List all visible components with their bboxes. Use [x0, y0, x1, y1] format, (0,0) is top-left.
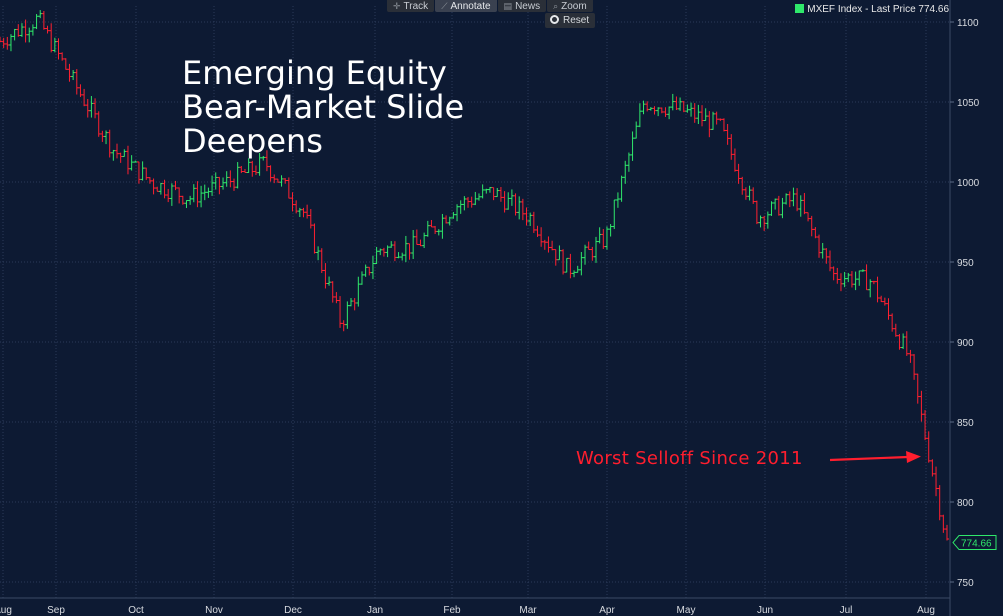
x-tick-label: Nov [205, 605, 223, 616]
track-button[interactable]: ✛ Track [387, 0, 435, 12]
y-tick-label: 1000 [957, 178, 980, 189]
news-button-label: News [515, 1, 541, 12]
x-tick-label: Feb [443, 605, 461, 616]
chart-title: Emerging Equity Bear-Market Slide Deepen… [182, 54, 465, 160]
reset-icon [550, 15, 559, 24]
magnifier-icon: ⌕ [553, 1, 559, 11]
reset-button-label: Reset [563, 15, 590, 26]
reset-button[interactable]: Reset [545, 13, 596, 28]
y-tick-label: 900 [957, 338, 974, 349]
y-tick-label: 850 [957, 418, 974, 429]
legend-label: MXEF Index - Last Price 774.66 [807, 4, 949, 15]
news-icon: ▤ [503, 1, 513, 11]
pencil-icon: ⟋ [441, 1, 448, 11]
legend-swatch [795, 4, 805, 13]
x-tick-label: Jan [367, 605, 383, 616]
x-tick-label: Aug [0, 605, 12, 616]
x-tick-label: Mar [519, 605, 537, 616]
grid-layer [0, 6, 950, 598]
y-tick-label: 750 [957, 578, 974, 589]
x-tick-label: Jul [840, 605, 853, 616]
x-tick-label: Jun [757, 605, 773, 616]
last-price-label: 774.66 [961, 539, 992, 550]
annotate-button[interactable]: ⟋ Annotate [435, 0, 497, 12]
x-tick-label: Aug [917, 605, 935, 616]
chart-toolbar: ✛ Track ⟋ Annotate ▤ News ⌕ Zoom [387, 0, 593, 12]
x-tick-label: Sep [47, 605, 65, 616]
chart-legend: MXEF Index - Last Price 774.66 [795, 4, 949, 16]
y-tick-label: 950 [957, 258, 974, 269]
x-tick-label: Apr [599, 605, 615, 616]
x-tick-label: May [677, 605, 696, 616]
zoom-button[interactable]: ⌕ Zoom [547, 0, 593, 12]
news-button[interactable]: ▤ News [497, 0, 547, 12]
zoom-button-label: Zoom [561, 1, 587, 12]
track-button-label: Track [403, 1, 429, 12]
x-tick-label: Oct [128, 605, 144, 616]
annotation-arrow-head [906, 451, 921, 463]
price-series-bars [0, 10, 949, 541]
annotation-arrow [829, 451, 921, 463]
x-tick-label: Dec [284, 605, 302, 616]
annotate-button-label: Annotate [450, 1, 491, 12]
y-tick-label: 1100 [957, 18, 979, 29]
y-tick-label: 1050 [957, 98, 980, 109]
last-price-tag [952, 535, 997, 551]
y-tick-label: 800 [957, 498, 974, 509]
annotation-text: Worst Selloff Since 2011 [576, 448, 803, 469]
crosshair-icon: ✛ [393, 1, 401, 11]
annotation-arrow-shaft [829, 455, 909, 462]
